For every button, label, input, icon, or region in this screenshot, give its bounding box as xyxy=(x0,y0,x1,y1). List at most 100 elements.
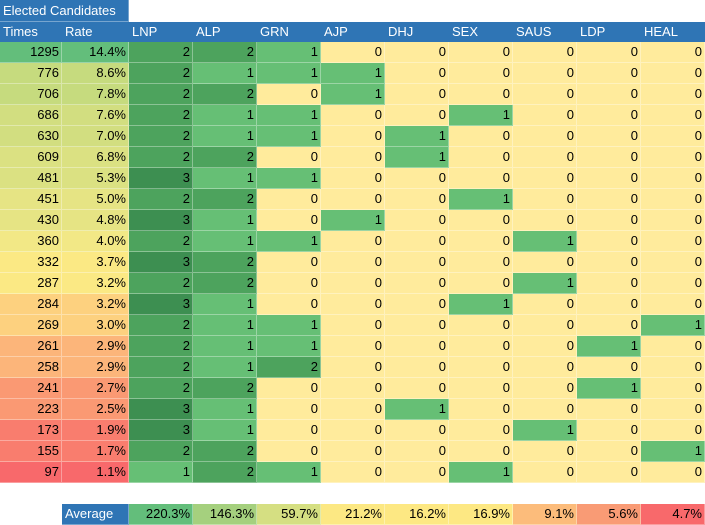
value-cell-ajp[interactable]: 0 xyxy=(321,252,385,273)
value-cell-heal[interactable]: 0 xyxy=(641,210,705,231)
value-cell-lnp[interactable]: 2 xyxy=(129,147,193,168)
times-cell[interactable]: 223 xyxy=(0,399,62,420)
value-cell-saus[interactable]: 0 xyxy=(513,84,577,105)
value-cell-dhj[interactable]: 0 xyxy=(385,378,449,399)
value-cell-heal[interactable]: 0 xyxy=(641,105,705,126)
value-cell-lnp[interactable]: 3 xyxy=(129,210,193,231)
value-cell-sex[interactable]: 0 xyxy=(449,357,513,378)
value-cell-ajp[interactable]: 0 xyxy=(321,231,385,252)
value-cell-saus[interactable]: 0 xyxy=(513,63,577,84)
value-cell-alp[interactable]: 1 xyxy=(193,210,257,231)
value-cell-grn[interactable]: 1 xyxy=(257,42,321,63)
value-cell-lnp[interactable]: 3 xyxy=(129,294,193,315)
rate-cell[interactable]: 7.6% xyxy=(62,105,129,126)
value-cell-grn[interactable]: 0 xyxy=(257,252,321,273)
rate-cell[interactable]: 1.9% xyxy=(62,420,129,441)
value-cell-saus[interactable]: 0 xyxy=(513,105,577,126)
value-cell-heal[interactable]: 0 xyxy=(641,336,705,357)
value-cell-alp[interactable]: 2 xyxy=(193,42,257,63)
value-cell-dhj[interactable]: 0 xyxy=(385,252,449,273)
value-cell-heal[interactable]: 0 xyxy=(641,399,705,420)
value-cell-lnp[interactable]: 2 xyxy=(129,84,193,105)
column-header-grn[interactable]: GRN xyxy=(257,22,321,43)
value-cell-sex[interactable]: 0 xyxy=(449,315,513,336)
value-cell-heal[interactable]: 1 xyxy=(641,315,705,336)
value-cell-alp[interactable]: 2 xyxy=(193,84,257,105)
value-cell-heal[interactable]: 0 xyxy=(641,147,705,168)
value-cell-dhj[interactable]: 0 xyxy=(385,105,449,126)
value-cell-ldp[interactable]: 0 xyxy=(577,210,641,231)
value-cell-lnp[interactable]: 3 xyxy=(129,168,193,189)
value-cell-sex[interactable]: 1 xyxy=(449,189,513,210)
value-cell-dhj[interactable]: 1 xyxy=(385,147,449,168)
value-cell-heal[interactable]: 0 xyxy=(641,420,705,441)
value-cell-ajp[interactable]: 0 xyxy=(321,147,385,168)
value-cell-dhj[interactable]: 0 xyxy=(385,273,449,294)
value-cell-heal[interactable]: 0 xyxy=(641,63,705,84)
value-cell-dhj[interactable]: 0 xyxy=(385,294,449,315)
value-cell-alp[interactable]: 1 xyxy=(193,399,257,420)
average-cell-alp[interactable]: 146.3% xyxy=(193,504,257,525)
value-cell-heal[interactable]: 0 xyxy=(641,273,705,294)
value-cell-lnp[interactable]: 1 xyxy=(129,462,193,483)
value-cell-ajp[interactable]: 0 xyxy=(321,273,385,294)
value-cell-grn[interactable]: 0 xyxy=(257,378,321,399)
value-cell-dhj[interactable]: 0 xyxy=(385,210,449,231)
value-cell-ajp[interactable]: 0 xyxy=(321,420,385,441)
value-cell-grn[interactable]: 0 xyxy=(257,294,321,315)
value-cell-dhj[interactable]: 0 xyxy=(385,357,449,378)
value-cell-ajp[interactable]: 1 xyxy=(321,210,385,231)
value-cell-alp[interactable]: 2 xyxy=(193,147,257,168)
rate-cell[interactable]: 5.3% xyxy=(62,168,129,189)
value-cell-ldp[interactable]: 0 xyxy=(577,147,641,168)
value-cell-lnp[interactable]: 2 xyxy=(129,441,193,462)
table-title[interactable]: Elected Candidates xyxy=(0,0,129,22)
value-cell-alp[interactable]: 1 xyxy=(193,105,257,126)
rate-cell[interactable]: 3.7% xyxy=(62,252,129,273)
times-cell[interactable]: 430 xyxy=(0,210,62,231)
value-cell-sex[interactable]: 0 xyxy=(449,273,513,294)
value-cell-lnp[interactable]: 2 xyxy=(129,126,193,147)
times-cell[interactable]: 97 xyxy=(0,462,62,483)
value-cell-dhj[interactable]: 0 xyxy=(385,42,449,63)
rate-cell[interactable]: 2.9% xyxy=(62,357,129,378)
value-cell-saus[interactable]: 1 xyxy=(513,231,577,252)
value-cell-sex[interactable]: 0 xyxy=(449,420,513,441)
value-cell-ajp[interactable]: 0 xyxy=(321,168,385,189)
value-cell-heal[interactable]: 0 xyxy=(641,294,705,315)
value-cell-grn[interactable]: 1 xyxy=(257,231,321,252)
value-cell-heal[interactable]: 0 xyxy=(641,42,705,63)
value-cell-alp[interactable]: 1 xyxy=(193,63,257,84)
average-cell-heal[interactable]: 4.7% xyxy=(641,504,705,525)
rate-cell[interactable]: 4.8% xyxy=(62,210,129,231)
value-cell-ldp[interactable]: 0 xyxy=(577,273,641,294)
value-cell-sex[interactable]: 1 xyxy=(449,462,513,483)
value-cell-sex[interactable]: 0 xyxy=(449,252,513,273)
times-cell[interactable]: 451 xyxy=(0,189,62,210)
value-cell-ajp[interactable]: 0 xyxy=(321,294,385,315)
rate-cell[interactable]: 2.9% xyxy=(62,336,129,357)
value-cell-ajp[interactable]: 0 xyxy=(321,105,385,126)
value-cell-ldp[interactable]: 0 xyxy=(577,63,641,84)
value-cell-ldp[interactable]: 0 xyxy=(577,42,641,63)
rate-cell[interactable]: 7.8% xyxy=(62,84,129,105)
value-cell-alp[interactable]: 1 xyxy=(193,126,257,147)
value-cell-ajp[interactable]: 0 xyxy=(321,126,385,147)
rate-cell[interactable]: 14.4% xyxy=(62,42,129,63)
value-cell-dhj[interactable]: 0 xyxy=(385,63,449,84)
value-cell-alp[interactable]: 2 xyxy=(193,252,257,273)
rate-cell[interactable]: 1.7% xyxy=(62,441,129,462)
rate-cell[interactable]: 1.1% xyxy=(62,462,129,483)
times-cell[interactable]: 284 xyxy=(0,294,62,315)
times-cell[interactable]: 269 xyxy=(0,315,62,336)
average-cell-grn[interactable]: 59.7% xyxy=(257,504,321,525)
value-cell-dhj[interactable]: 0 xyxy=(385,189,449,210)
value-cell-lnp[interactable]: 3 xyxy=(129,399,193,420)
value-cell-dhj[interactable]: 0 xyxy=(385,462,449,483)
times-cell[interactable]: 609 xyxy=(0,147,62,168)
value-cell-lnp[interactable]: 2 xyxy=(129,63,193,84)
value-cell-lnp[interactable]: 3 xyxy=(129,420,193,441)
value-cell-dhj[interactable]: 1 xyxy=(385,126,449,147)
value-cell-alp[interactable]: 2 xyxy=(193,378,257,399)
value-cell-sex[interactable]: 1 xyxy=(449,105,513,126)
